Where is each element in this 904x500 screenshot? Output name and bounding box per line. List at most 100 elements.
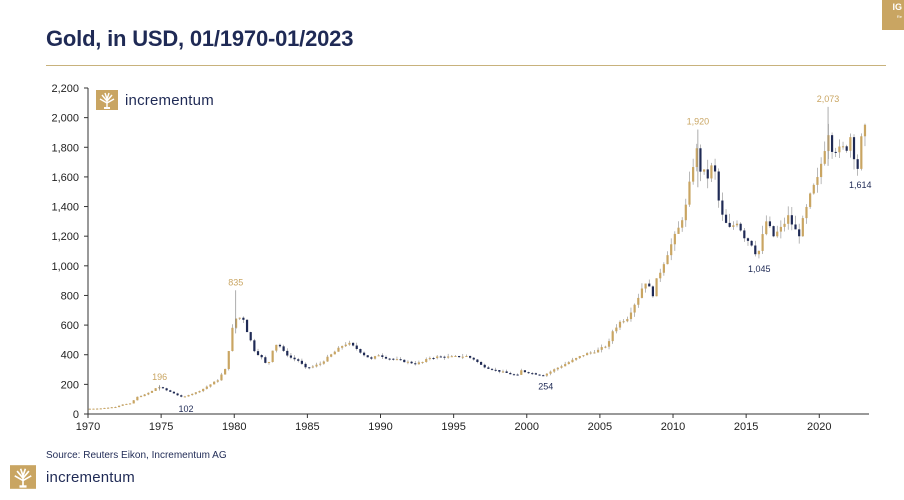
candle-body: [180, 395, 183, 397]
y-tick-label: 1,200: [51, 231, 79, 243]
candle-body: [787, 215, 790, 224]
candle-body: [604, 346, 607, 348]
candle-body: [234, 318, 238, 328]
candle-body: [706, 169, 709, 179]
candle-body: [607, 341, 611, 347]
candle-body: [520, 370, 523, 375]
footer-wordmark: incrementum: [46, 468, 135, 486]
candle-body: [735, 223, 739, 226]
candle-body: [326, 356, 329, 362]
candle-body: [468, 355, 472, 358]
candle-body: [724, 214, 728, 223]
candle-body: [117, 405, 121, 408]
candle-body: [136, 396, 139, 401]
candle-body: [198, 391, 201, 393]
candle-body: [838, 146, 841, 153]
candle-body: [275, 344, 278, 351]
candle-body: [688, 181, 691, 205]
candle-body: [812, 184, 815, 194]
candle-body: [692, 167, 695, 182]
y-tick-label: 2,200: [51, 83, 79, 95]
candle-body: [351, 342, 355, 346]
corner-tag: IG Re: [882, 0, 904, 30]
candle-body: [509, 372, 512, 375]
candle-body: [779, 226, 782, 232]
candle-body: [611, 331, 614, 342]
candle-body: [366, 355, 369, 358]
candle-body: [238, 317, 241, 319]
title-divider: [46, 65, 886, 66]
candle-body: [501, 371, 505, 373]
candle-body: [458, 355, 461, 358]
candle-body: [542, 375, 545, 377]
candle-body: [154, 388, 157, 391]
candle-body: [637, 297, 640, 305]
candle-body: [330, 354, 333, 357]
data-label: 254: [538, 381, 553, 391]
candle-body: [403, 359, 406, 363]
candle-body: [315, 364, 318, 367]
candle-body: [820, 163, 823, 178]
candle-body: [479, 362, 483, 365]
candle-body: [417, 362, 420, 365]
candle-body: [96, 408, 99, 410]
candle-body: [596, 349, 600, 353]
logo-wordmark: incrementum: [125, 91, 214, 109]
candle-body: [414, 363, 417, 365]
candle-body: [757, 250, 761, 255]
candle-body: [553, 369, 556, 372]
x-tick-label: 2015: [734, 421, 758, 433]
candle-body: [194, 392, 197, 394]
corner-tag-text: IG: [892, 2, 902, 12]
candle-body: [852, 137, 856, 160]
candle-body: [684, 204, 687, 221]
candle-body: [158, 387, 161, 389]
candle-body: [216, 380, 219, 382]
candle-body: [670, 244, 673, 256]
candle-body: [615, 327, 618, 332]
x-tick-label: 2020: [807, 421, 831, 433]
y-tick-label: 200: [61, 379, 79, 391]
candle-body: [143, 394, 146, 397]
y-tick-label: 1,800: [51, 142, 79, 154]
candle-body: [121, 404, 124, 406]
x-tick-label: 2000: [515, 421, 539, 433]
candle-body: [845, 146, 848, 151]
candle-body: [589, 352, 592, 354]
candle-body: [245, 319, 249, 333]
candle-body: [830, 135, 834, 152]
candle-body: [644, 283, 647, 289]
candle-body: [754, 245, 757, 255]
candle-body: [549, 371, 552, 374]
x-tick-label: 2005: [588, 421, 612, 433]
candle-body: [304, 363, 307, 368]
candle-body: [161, 387, 165, 389]
candle-body: [384, 356, 388, 359]
data-label: 1,614: [849, 180, 872, 190]
candle-body: [114, 407, 117, 409]
candle-body: [776, 231, 779, 237]
candle-body: [359, 348, 362, 353]
candle-body: [585, 353, 589, 356]
candle-body: [373, 356, 377, 359]
candle-body: [739, 223, 742, 231]
candle-body: [571, 359, 574, 363]
candle-body: [768, 221, 772, 227]
candle-body: [282, 346, 285, 351]
candle-body: [256, 351, 260, 356]
candle-body: [699, 148, 702, 172]
candle-body: [863, 124, 867, 137]
candle-body: [494, 369, 497, 371]
candle-body: [337, 347, 340, 352]
candle-body: [425, 359, 428, 362]
candle-body: [267, 362, 271, 364]
candle-body: [827, 135, 830, 152]
candle-body: [202, 388, 205, 392]
candle-body: [655, 278, 658, 297]
x-tick-label: 1985: [295, 421, 319, 433]
candle-body: [176, 393, 179, 396]
candle-body: [227, 351, 230, 370]
y-tick-label: 1,600: [51, 172, 79, 184]
candle-body: [841, 146, 845, 148]
